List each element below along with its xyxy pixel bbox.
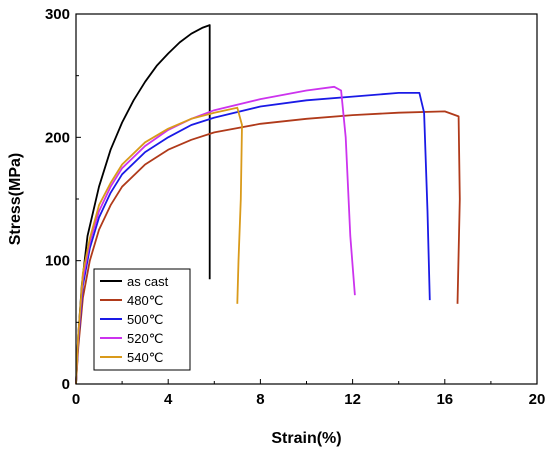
y-axis-title: Stress(MPa) [7,153,24,245]
x-tick-label: 20 [529,391,546,408]
x-tick-label: 4 [164,391,173,408]
series-layer [75,24,461,385]
x-tick-label: 12 [344,391,361,408]
y-tick-label: 100 [45,253,70,270]
legend-label: 500℃ [127,312,163,327]
x-tick-label: 0 [72,391,80,408]
y-tick-label: 200 [45,129,70,146]
x-tick-label: 16 [436,391,453,408]
series-line-4 [75,106,243,385]
y-tick-label: 0 [62,376,70,393]
legend-label: as cast [127,274,169,289]
legend-label: 540℃ [127,350,163,365]
x-axis-title: Strain(%) [271,430,341,447]
series-line-2 [75,92,431,385]
series-line-1 [75,110,461,385]
legend: as cast 480℃ 500℃ 520℃ 540℃ [93,268,191,371]
legend-label: 480℃ [127,293,163,308]
y-tick-label: 300 [45,6,70,23]
x-tick-label: 8 [256,391,264,408]
legend-label: 520℃ [127,331,163,346]
